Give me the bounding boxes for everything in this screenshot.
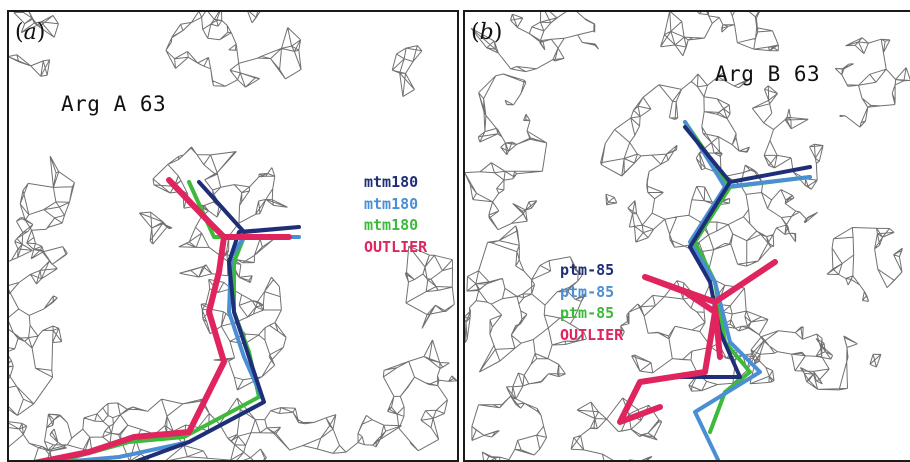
density-blob xyxy=(660,12,779,57)
residue-label-a: Arg A 63 xyxy=(61,92,167,116)
density-blob xyxy=(19,155,75,265)
density-mesh-b xyxy=(465,12,910,460)
density-blob xyxy=(834,37,910,128)
model-outlier-b xyxy=(617,259,778,425)
density-blob xyxy=(9,421,67,460)
density-blob xyxy=(749,326,830,385)
density-blob xyxy=(139,146,288,278)
model-outlier-branch-b xyxy=(712,304,723,360)
legend-entry-b-3: ptm-85 xyxy=(560,304,615,322)
legend-entry-b-4: OUTLIER xyxy=(560,325,624,344)
model-light-blue-b xyxy=(683,120,812,460)
side-chain-models-a xyxy=(33,177,301,460)
model-outlier-a xyxy=(33,177,227,460)
density-blob xyxy=(570,397,663,460)
density-blob xyxy=(465,73,548,231)
density-blob xyxy=(382,339,457,452)
density-blob xyxy=(44,397,402,460)
legend-entry-b-1: ptm-85 xyxy=(560,261,615,279)
model-light-blue-a xyxy=(61,235,301,460)
legend-entry-a-3: mtm180 xyxy=(364,216,419,234)
model-dark-blue-b xyxy=(678,125,812,379)
panel-label-a: (a) xyxy=(15,20,46,45)
model-dark-blue-a xyxy=(134,180,301,460)
side-chain-models-b xyxy=(617,120,812,460)
legend-entry-a-1: mtm180 xyxy=(364,173,419,191)
density-blob xyxy=(9,12,59,77)
density-mesh-a xyxy=(9,12,457,460)
density-blob xyxy=(391,45,423,98)
density-blob xyxy=(465,225,587,400)
legend-entry-a-2: mtm180 xyxy=(364,194,419,213)
density-blob xyxy=(470,12,600,73)
panel-a: (a) Arg A 63 mtm180 mtm180 mtm180 OUTLIE… xyxy=(7,10,459,462)
legend-entry-b-2: ptm-85 xyxy=(560,282,615,301)
panel-label-b: (b) xyxy=(471,20,503,45)
density-blob xyxy=(165,12,302,88)
density-blob xyxy=(404,245,455,329)
panel-b: (b) Arg B 63 ptm-85 ptm-85 ptm-85 OUTLIE… xyxy=(463,10,910,462)
density-blob xyxy=(9,217,63,416)
density-blob xyxy=(471,395,548,460)
density-blob xyxy=(826,227,903,302)
legend-a: mtm180 mtm180 mtm180 OUTLIER xyxy=(364,172,427,258)
legend-entry-a-4: OUTLIER xyxy=(364,237,428,256)
legend-b: ptm-85 ptm-85 ptm-85 OUTLIER xyxy=(560,260,623,346)
density-blob xyxy=(600,72,824,269)
residue-label-b: Arg B 63 xyxy=(715,62,821,86)
density-blob xyxy=(799,335,882,391)
